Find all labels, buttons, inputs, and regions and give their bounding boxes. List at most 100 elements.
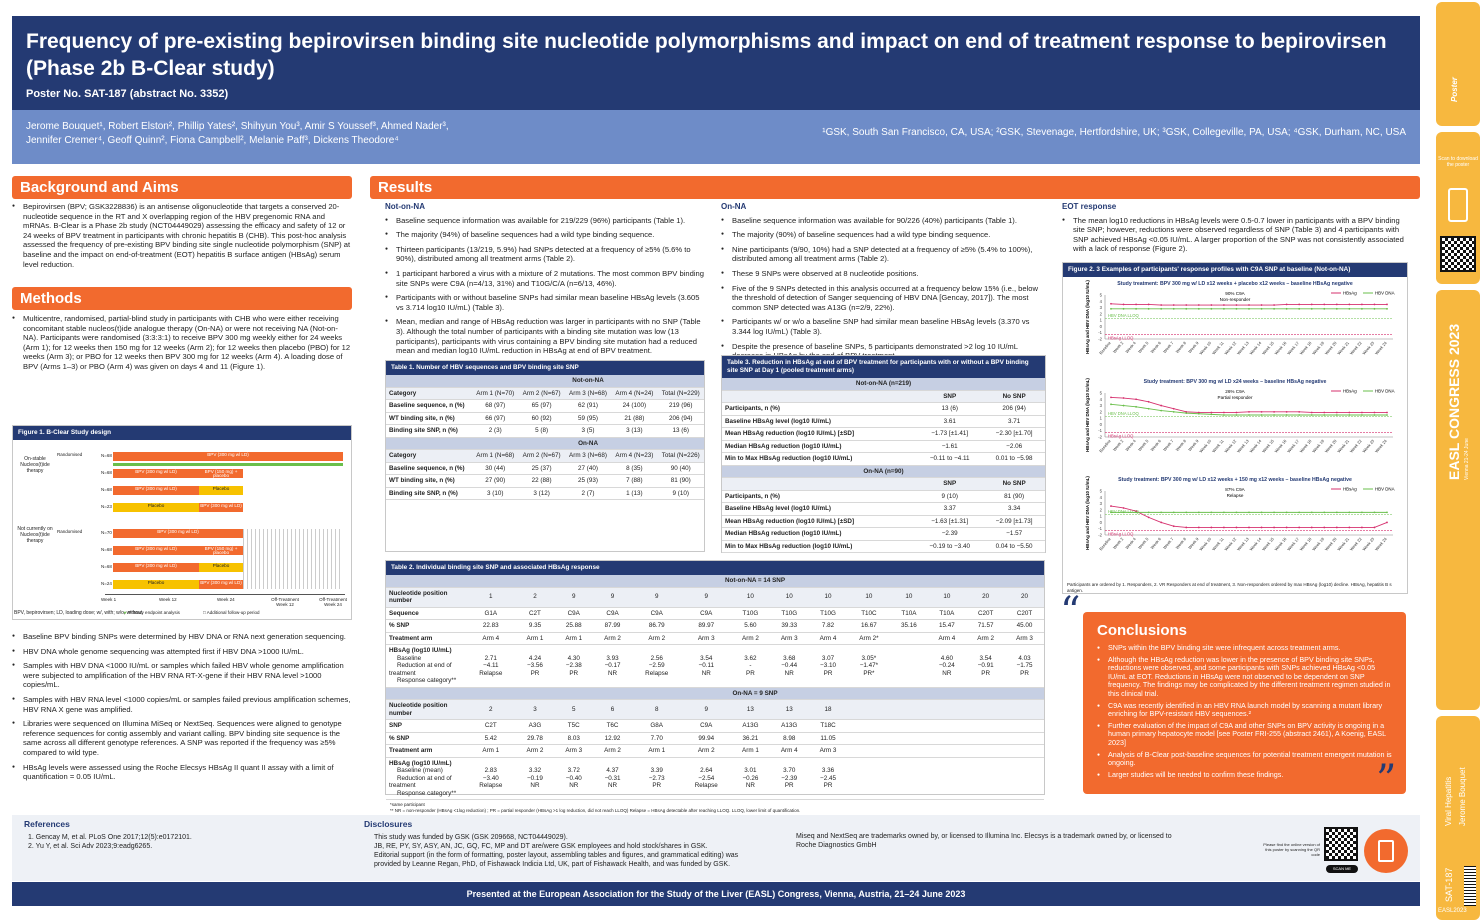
- column-header: Total (N=229): [657, 387, 704, 400]
- x-tick-label: Week 5: [1137, 438, 1150, 452]
- data-point: [1172, 511, 1175, 514]
- arm-bar-bpv-arm4: BPV (300 mg wl LD): [199, 580, 243, 589]
- sidebar-download[interactable]: Scan to download the poster: [1436, 132, 1480, 284]
- data-point: [1273, 304, 1275, 306]
- data-point: [1335, 414, 1338, 416]
- column-header: Arm 2 (N=67): [518, 449, 565, 463]
- x-tick-label: Week 7: [1162, 340, 1175, 354]
- table-row: Participants, n (%) 9 (10) 81 (90): [722, 490, 1045, 503]
- data-point: [1386, 521, 1388, 524]
- table-row: Baseline sequence, n (%) 68 (97) 65 (97) 62…: [386, 399, 704, 413]
- table-row: Treatment arm Arm 1 Arm 2 Arm 3 Arm 2 Arm 1 Ar…: [386, 744, 1044, 758]
- data-point: [1147, 400, 1150, 403]
- legend-hbv-dna: HBV DNA: [1375, 389, 1395, 394]
- table-row: Binding site SNP, n (%) 3 (10) 3 (12) 2 (7)…: [386, 487, 704, 500]
- x-tick-label: Week 7: [1162, 438, 1175, 452]
- table-3-title: Table 3. Reduction in HBsAg at end of BP…: [722, 356, 1045, 378]
- y-tick-label: 2: [1100, 507, 1103, 512]
- legend-primary-endpoint: ★ Primary endpoint analysis: [123, 610, 180, 615]
- data-point: [1298, 511, 1301, 514]
- data-point: [1210, 411, 1213, 414]
- data-point: [1223, 307, 1225, 310]
- qr-code-icon[interactable]: [1324, 827, 1358, 861]
- table-3: Table 3. Reduction in HBsAg at end of BP…: [721, 355, 1046, 553]
- data-point: [1361, 307, 1363, 310]
- timeline-axis: [105, 594, 345, 595]
- arm-bar-bpv300: BPV (300 mg wl LD): [113, 452, 343, 461]
- chart-annotation: Partial responder: [1218, 395, 1253, 400]
- data-point: [1348, 414, 1351, 416]
- data-point: [1323, 411, 1326, 414]
- eot-heading: EOT response: [1062, 202, 1117, 211]
- y-tick-label: 3: [1100, 501, 1103, 506]
- data-point: [1335, 307, 1338, 310]
- data-point: [1285, 414, 1288, 416]
- sidebar-congress: EASL CONGRESS 2023 Vienna 21-24 June: [1436, 290, 1480, 710]
- group-not-on-na: Not currently on Nucleos(t)ide therapy: [17, 526, 53, 544]
- data-point: [1361, 411, 1363, 414]
- x-tick-label: Baseline: [1098, 340, 1112, 356]
- data-point: [1373, 526, 1376, 529]
- data-point: [1122, 303, 1125, 306]
- data-point: [1260, 410, 1263, 413]
- data-point: [1248, 304, 1250, 306]
- table-group-header: On-NA = 9 SNP: [466, 687, 1044, 700]
- methods-bullets: Baseline BPV binding SNPs were determine…: [12, 632, 352, 787]
- results-bullet: The mean log10 reductions in HBsAg level…: [1062, 216, 1408, 254]
- disclosures: Disclosures This study was funded by GSK…: [364, 820, 764, 869]
- quote-close-icon: ”: [1376, 757, 1397, 803]
- data-point: [1110, 307, 1112, 310]
- data-point: [1197, 526, 1200, 529]
- x-tick-label: Week 24: [1374, 536, 1388, 552]
- data-point: [1248, 511, 1250, 514]
- series-line-hbv-dna: [1110, 403, 1387, 416]
- y-tick-label: 0: [1100, 520, 1103, 525]
- data-point: [1335, 411, 1338, 414]
- table-row: Nucleotide position number 1 2 9 9 9 9 10 10 10 10…: [386, 587, 1044, 608]
- data-point: [1323, 414, 1326, 416]
- author-line-1: Jerome Bouquet¹, Robert Elston², Phillip…: [26, 121, 449, 132]
- week-label: Week 12: [159, 597, 177, 602]
- data-point: [1373, 511, 1376, 514]
- background-section: Bepirovirsen (BPV; GSK3228836) is an ant…: [12, 202, 352, 274]
- table-row: Median HBsAg reduction (log10 IU/mL) −1.6…: [722, 440, 1045, 453]
- data-point: [1248, 307, 1250, 310]
- group-on-na: On-stable Nucleos(t)ide therapy: [20, 456, 50, 474]
- table-group-header: On-NA: [472, 437, 704, 450]
- data-point: [1285, 511, 1288, 514]
- data-point: [1285, 303, 1288, 306]
- data-point: [1298, 307, 1301, 310]
- methods-bullet: HBV DNA whole genome sequencing was atte…: [12, 647, 352, 657]
- results-bullet: The majority (94%) of baseline sequences…: [385, 230, 705, 240]
- sidebar-year: EASL2023: [1438, 908, 1467, 914]
- table-row: Mean HBsAg reduction (log10 IU/mL) [±SD]…: [722, 515, 1045, 528]
- results-bullet: Mean, median and range of HBsAg reductio…: [385, 317, 705, 355]
- y-tick-label: 1: [1100, 514, 1103, 519]
- data-point: [1348, 307, 1351, 310]
- data-point: [1273, 526, 1275, 529]
- results-bullet: 1 participant harbored a virus with a mi…: [385, 269, 705, 288]
- n-label: N=68: [101, 487, 112, 492]
- table-row: HBsAg (log10 IU/mL) Baseline Reduction at …: [386, 644, 1044, 688]
- x-tick-label: Week 4: [1124, 438, 1137, 452]
- chart-annotation: 90% C9A: [1225, 291, 1245, 296]
- data-point: [1260, 307, 1263, 310]
- arm-bar-placebo: Placebo: [113, 503, 199, 512]
- sidebar-info: Viral Hepatitis Jerome Bouquet SAT-187 E…: [1436, 716, 1480, 920]
- data-point: [1147, 516, 1150, 519]
- data-point: [1110, 505, 1112, 507]
- conclusions-box: Conclusions SNPs within the BPV binding …: [1083, 612, 1406, 794]
- column-header: Arm 4 (N=24): [611, 387, 658, 400]
- table-row: Binding site SNP, n (%) 2 (3) 5 (8) 3 (5) 3 …: [386, 424, 704, 438]
- x-tick-label: Week 5: [1137, 536, 1150, 550]
- data-point: [1122, 307, 1125, 310]
- sidebar-qr-icon[interactable]: [1440, 236, 1476, 272]
- data-point: [1135, 398, 1137, 401]
- column-header: SNP: [916, 477, 984, 491]
- qr-note: Please find the online version of this p…: [1263, 842, 1320, 857]
- chart-title: Study treatment: BPV 300 mg w/ LD x12 we…: [1118, 477, 1352, 483]
- data-point: [1110, 396, 1112, 399]
- sidebar-logo: Poster: [1436, 2, 1480, 126]
- document-icon[interactable]: [1364, 829, 1408, 873]
- arm-bar-bpv-arm4: BPV (300 mg wl LD): [199, 503, 243, 512]
